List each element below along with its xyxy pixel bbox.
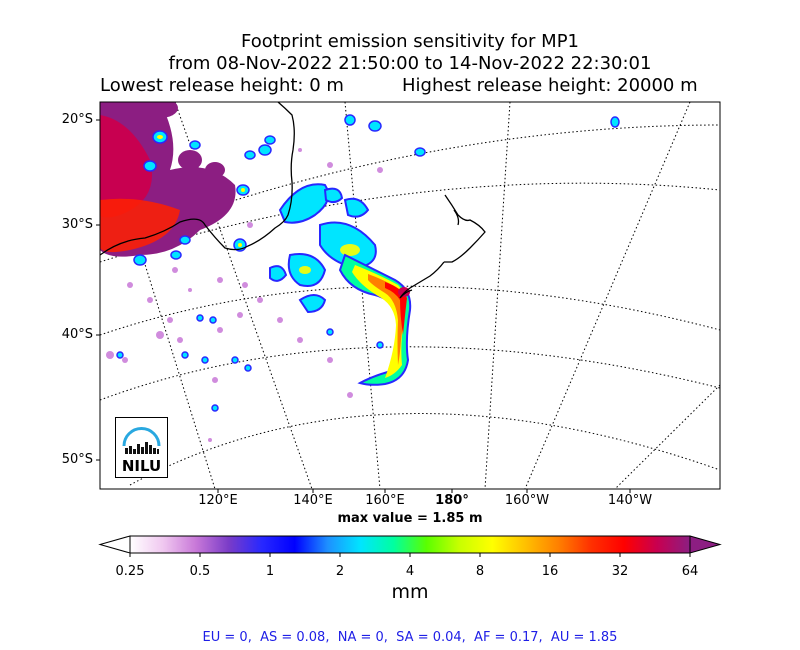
colorbar [98, 535, 722, 557]
colorbar-tick-label: 32 [611, 564, 629, 579]
map-content [100, 102, 720, 489]
max-value-label: max value = 1.85 m [337, 511, 483, 526]
colorbar-tick-label: 1 [265, 564, 275, 579]
nilu-logo-graphic [122, 427, 161, 454]
colorbar-body [130, 536, 690, 553]
colorbar-min-extend [98, 535, 131, 554]
lon-ticks [217, 489, 631, 493]
lowest-release-height: Lowest release height: 0 m [100, 75, 344, 96]
colorbar-tick-label: 4 [405, 564, 415, 579]
lat-label-20s: 20°S [61, 112, 93, 127]
title-line-3: Lowest release height: 0 m Highest relea… [100, 75, 740, 97]
colorbar-tick-label: 64 [681, 564, 699, 579]
lon-label-120e: 120°E [198, 493, 238, 508]
colorbar-max-extend [689, 535, 722, 554]
highest-release-height: Highest release height: 20000 m [402, 75, 698, 96]
nilu-logo: NILU [115, 417, 168, 478]
colorbar-unit: mm [391, 581, 429, 603]
lon-label-140w: 140°W [607, 493, 653, 508]
title-line-1: Footprint emission sensitivity for MP1 [240, 31, 579, 52]
title-line-2: from 08-Nov-2022 21:50:00 to 14-Nov-2022… [168, 53, 652, 74]
lon-label-160e: 160°E [365, 493, 405, 508]
colorbar-ticks [129, 553, 691, 557]
colorbar-tick-label: 2 [335, 564, 345, 579]
lon-label-160w: 160°W [504, 493, 550, 508]
map-frame [99, 101, 721, 490]
lat-label-40s: 40°S [61, 327, 93, 342]
lat-ticks [96, 119, 100, 461]
lat-label-50s: 50°S [61, 452, 93, 467]
lon-label-140e: 140°E [293, 493, 333, 508]
lon-label-180: 180° [435, 493, 469, 508]
colorbar-tick-label: 16 [541, 564, 559, 579]
sensitivity-field [100, 102, 620, 442]
region-summary: EU = 0, AS = 0.08, NA = 0, SA = 0.04, AF… [202, 630, 618, 645]
coastlines [100, 102, 486, 299]
colorbar-tick-label: 0.25 [115, 564, 145, 579]
nilu-logo-text: NILU [121, 457, 162, 475]
colorbar-tick-label: 0.5 [189, 564, 211, 579]
lat-label-30s: 30°S [61, 217, 93, 232]
colorbar-tick-label: 8 [475, 564, 485, 579]
